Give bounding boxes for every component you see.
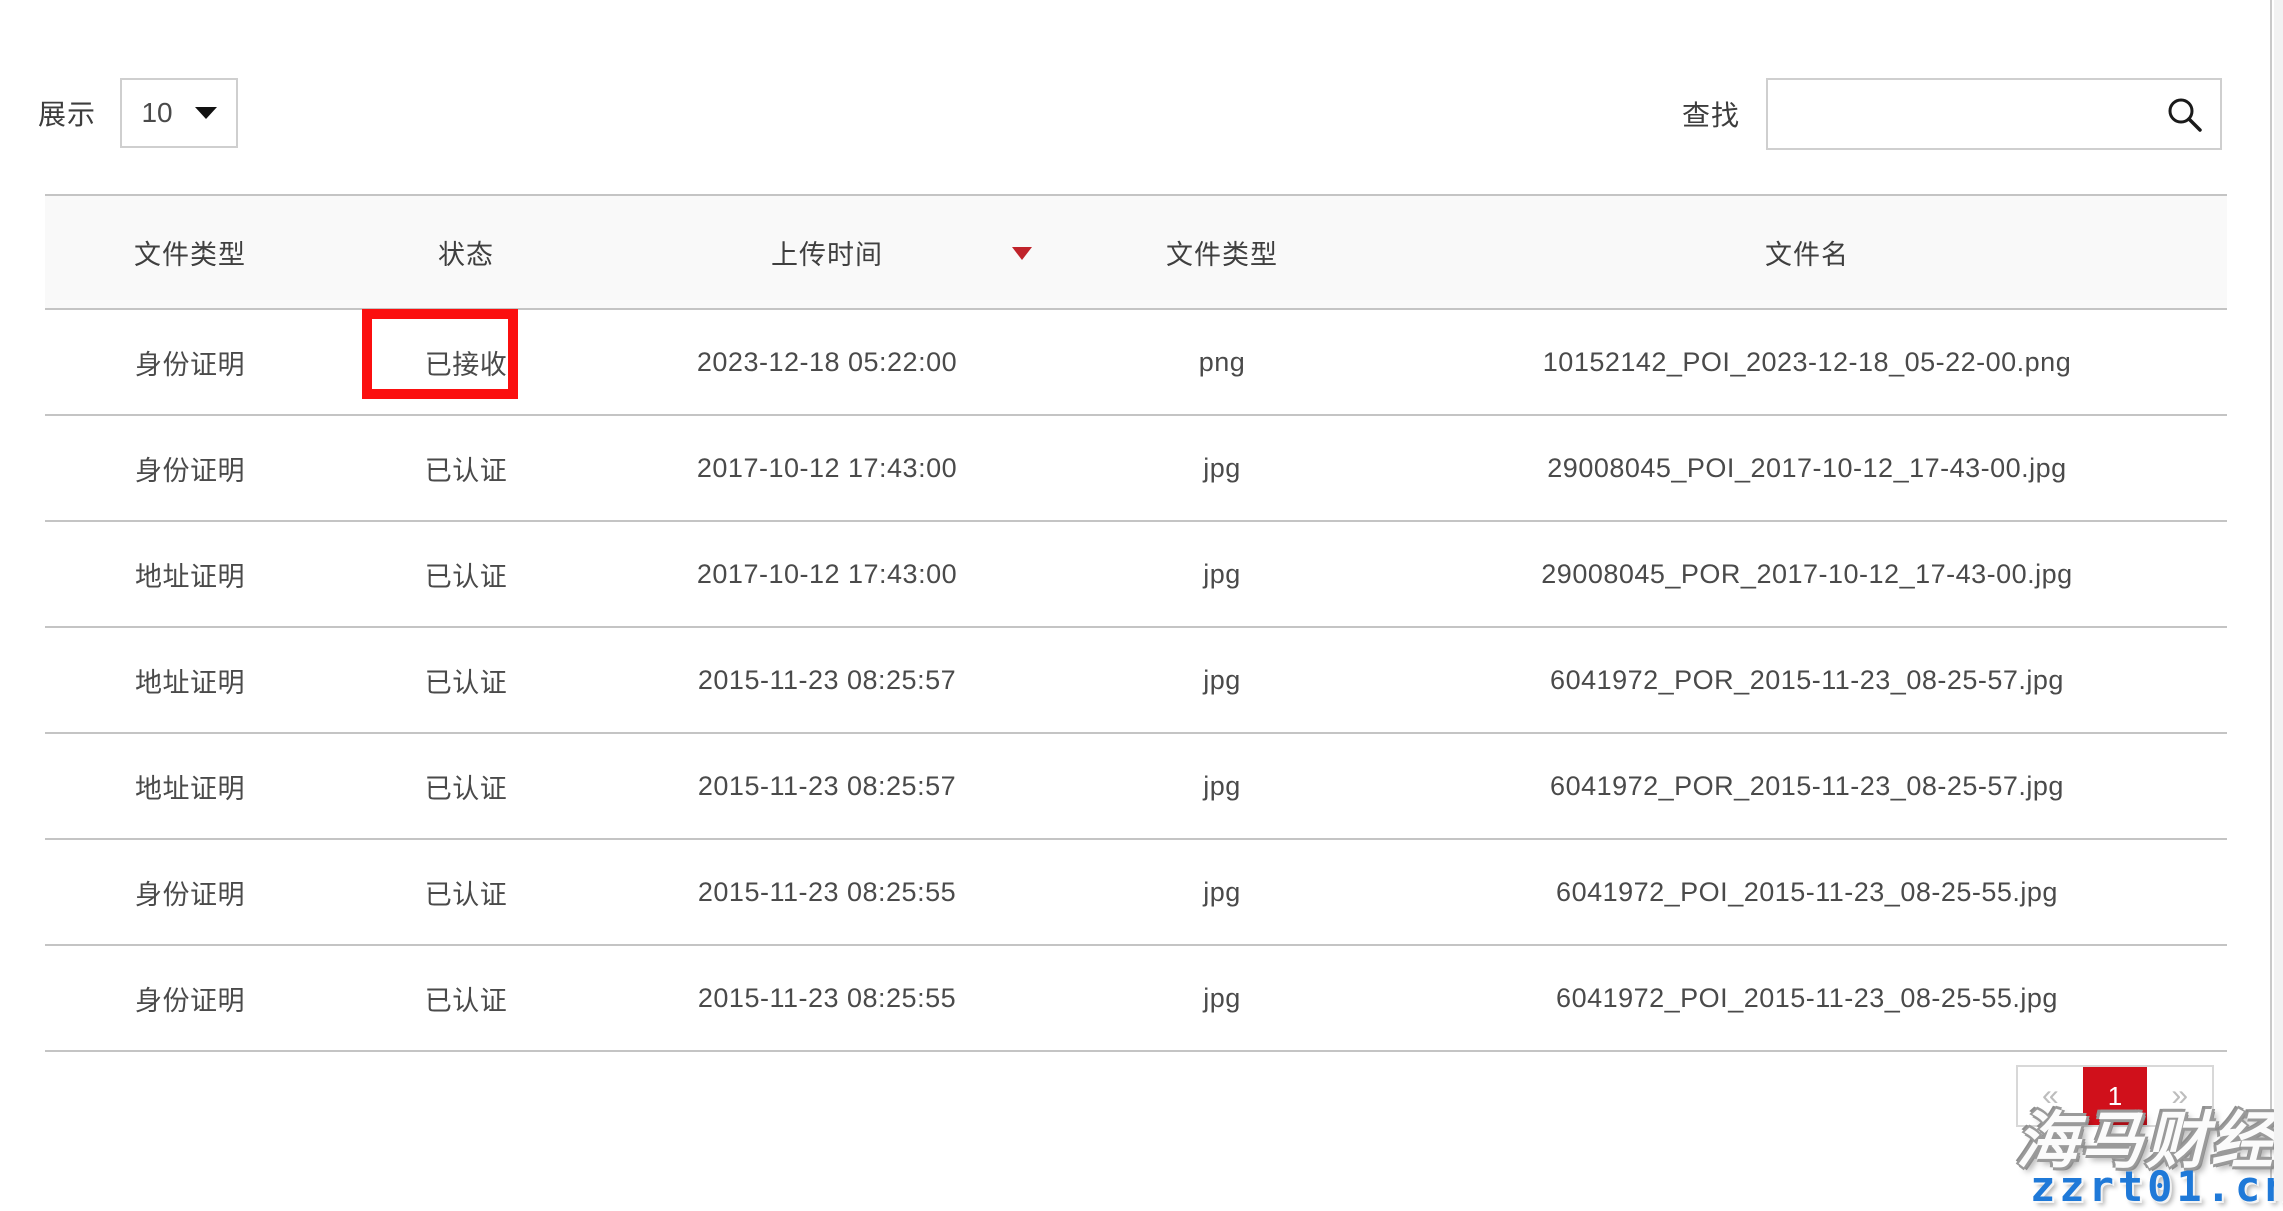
cell-upload-time: 2015-11-23 08:25:55 [597,944,1057,1052]
table-row[interactable]: 地址证明 已认证 2017-10-12 17:43:00 jpg 29008045_PO… [45,520,2227,628]
column-header-doc-type[interactable]: 文件类型 [45,194,335,310]
cell-file-name: 10152142_POI_2023-12-18_05-22-00.png [1387,308,2227,416]
cell-file-type: jpg [1057,732,1387,840]
cell-file-type: jpg [1057,414,1387,522]
cell-upload-time: 2015-11-23 08:25:57 [597,626,1057,734]
cell-file-name: 29008045_POR_2017-10-12_17-43-00.jpg [1387,520,2227,628]
page-length-control: 展示 10 [38,78,239,148]
cell-file-type: jpg [1057,626,1387,734]
column-header-file-name[interactable]: 文件名 [1387,194,2227,310]
page-length-value: 10 [141,97,173,128]
table-row[interactable]: 地址证明 已认证 2015-11-23 08:25:57 jpg 6041972_POR… [45,732,2227,840]
cell-doc-type: 身份证明 [45,838,335,946]
search-label: 查找 [1681,100,1740,131]
column-header-file-type[interactable]: 文件类型 [1057,194,1387,310]
search-box[interactable] [1766,78,2222,150]
cell-file-name: 29008045_POI_2017-10-12_17-43-00.jpg [1387,414,2227,522]
search-input[interactable] [1768,80,2220,148]
cell-doc-type: 身份证明 [45,414,335,522]
cell-upload-time: 2015-11-23 08:25:55 [597,838,1057,946]
cell-status: 已认证 [335,520,597,628]
cell-file-name: 6041972_POI_2015-11-23_08-25-55.jpg [1387,944,2227,1052]
pagination-page-1[interactable]: 1 [2082,1067,2148,1125]
cell-upload-time: 2015-11-23 08:25:57 [597,732,1057,840]
cell-status: 已认证 [335,944,597,1052]
page-length-label: 展示 [38,99,97,130]
cell-doc-type: 地址证明 [45,626,335,734]
table-row[interactable]: 身份证明 已认证 2017-10-12 17:43:00 jpg 29008045_PO… [45,414,2227,522]
cell-status: 已认证 [335,626,597,734]
cell-file-type: jpg [1057,838,1387,946]
cell-file-type: jpg [1057,520,1387,628]
page-length-select[interactable]: 10 [120,78,239,148]
cell-doc-type: 身份证明 [45,944,335,1052]
table-body: 身份证明 已接收 2023-12-18 05:22:00 png 10152142_PO… [45,308,2227,1052]
cell-status: 已接收 [335,308,597,416]
chevron-down-icon [194,107,217,119]
pagination-next-button[interactable]: » [2171,1079,2189,1112]
column-header-upload-time-label: 上传时间 [771,239,883,270]
pagination: « 1 » [2016,1065,2214,1127]
cell-status: 已认证 [335,414,597,522]
column-header-status[interactable]: 状态 [335,194,597,310]
cell-status: 已认证 [335,838,597,946]
search-control: 查找 [1682,78,2222,150]
table-row[interactable]: 身份证明 已认证 2015-11-23 08:25:55 jpg 6041972_POI… [45,944,2227,1052]
pagination-prev-button[interactable]: « [2041,1079,2059,1112]
table-row[interactable]: 地址证明 已认证 2015-11-23 08:25:57 jpg 6041972_POR… [45,626,2227,734]
sort-descending-icon [1012,247,1032,260]
right-gutter [2274,0,2283,1201]
cell-doc-type: 地址证明 [45,732,335,840]
cell-file-name: 6041972_POR_2015-11-23_08-25-57.jpg [1387,626,2227,734]
cell-file-type: jpg [1057,944,1387,1052]
cell-doc-type: 地址证明 [45,520,335,628]
cell-upload-time: 2017-10-12 17:43:00 [597,520,1057,628]
cell-doc-type: 身份证明 [45,308,335,416]
watermark-url: zzrt01.cn [2030,1162,2283,1211]
documents-table: 文件类型 状态 上传时间 文件类型 文件名 身份证明 已接收 2023-12-18 … [45,194,2227,1052]
table-header: 文件类型 状态 上传时间 文件类型 文件名 [45,194,2227,310]
cell-file-name: 6041972_POI_2015-11-23_08-25-55.jpg [1387,838,2227,946]
column-header-upload-time[interactable]: 上传时间 [597,194,1057,310]
table-row[interactable]: 身份证明 已认证 2015-11-23 08:25:55 jpg 6041972_POI… [45,838,2227,946]
cell-upload-time: 2017-10-12 17:43:00 [597,414,1057,522]
table-row[interactable]: 身份证明 已接收 2023-12-18 05:22:00 png 10152142_PO… [45,308,2227,416]
cell-file-name: 6041972_POR_2015-11-23_08-25-57.jpg [1387,732,2227,840]
cell-status: 已认证 [335,732,597,840]
table-header-row: 文件类型 状态 上传时间 文件类型 文件名 [45,194,2227,310]
cell-upload-time: 2023-12-18 05:22:00 [597,308,1057,416]
cell-file-type: png [1057,308,1387,416]
